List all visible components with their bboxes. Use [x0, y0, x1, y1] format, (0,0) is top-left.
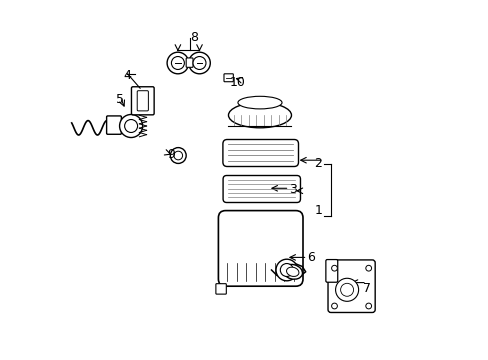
Circle shape: [170, 148, 186, 163]
FancyBboxPatch shape: [218, 211, 303, 286]
Circle shape: [193, 57, 205, 69]
Text: 8: 8: [190, 31, 198, 44]
FancyBboxPatch shape: [224, 74, 233, 82]
Circle shape: [120, 114, 142, 138]
FancyBboxPatch shape: [223, 176, 300, 202]
Text: 5: 5: [116, 93, 124, 105]
Text: 3: 3: [288, 183, 296, 195]
FancyBboxPatch shape: [327, 260, 374, 312]
FancyBboxPatch shape: [106, 116, 121, 134]
FancyBboxPatch shape: [215, 284, 226, 294]
FancyBboxPatch shape: [137, 91, 148, 111]
Circle shape: [275, 259, 297, 281]
Text: 2: 2: [314, 157, 322, 170]
FancyBboxPatch shape: [223, 140, 298, 166]
Text: 6: 6: [306, 251, 314, 264]
Circle shape: [188, 52, 210, 74]
Ellipse shape: [228, 103, 291, 128]
Circle shape: [365, 303, 371, 309]
Text: 4: 4: [123, 69, 131, 82]
Ellipse shape: [286, 267, 298, 276]
Text: 9: 9: [166, 148, 174, 161]
FancyBboxPatch shape: [325, 260, 337, 282]
Ellipse shape: [283, 264, 302, 279]
Text: 7: 7: [362, 282, 370, 294]
Circle shape: [280, 264, 293, 276]
Text: 1: 1: [314, 204, 322, 217]
FancyBboxPatch shape: [186, 58, 193, 67]
Ellipse shape: [238, 96, 282, 109]
Circle shape: [124, 120, 137, 132]
Circle shape: [331, 303, 337, 309]
FancyBboxPatch shape: [131, 87, 154, 115]
Circle shape: [365, 265, 371, 271]
Circle shape: [174, 151, 182, 160]
Circle shape: [331, 265, 337, 271]
Circle shape: [340, 283, 353, 296]
Text: 10: 10: [229, 76, 245, 89]
Circle shape: [171, 57, 184, 69]
Circle shape: [167, 52, 188, 74]
Circle shape: [335, 278, 358, 301]
